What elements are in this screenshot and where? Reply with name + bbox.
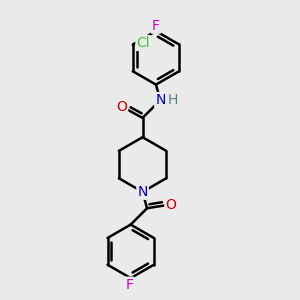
Text: N: N (155, 93, 166, 107)
Text: O: O (116, 100, 127, 115)
Text: Cl: Cl (136, 36, 150, 50)
Text: F: F (125, 278, 133, 292)
Text: O: O (165, 198, 176, 212)
Text: H: H (168, 93, 178, 107)
Text: F: F (152, 19, 160, 33)
Text: N: N (137, 185, 148, 199)
